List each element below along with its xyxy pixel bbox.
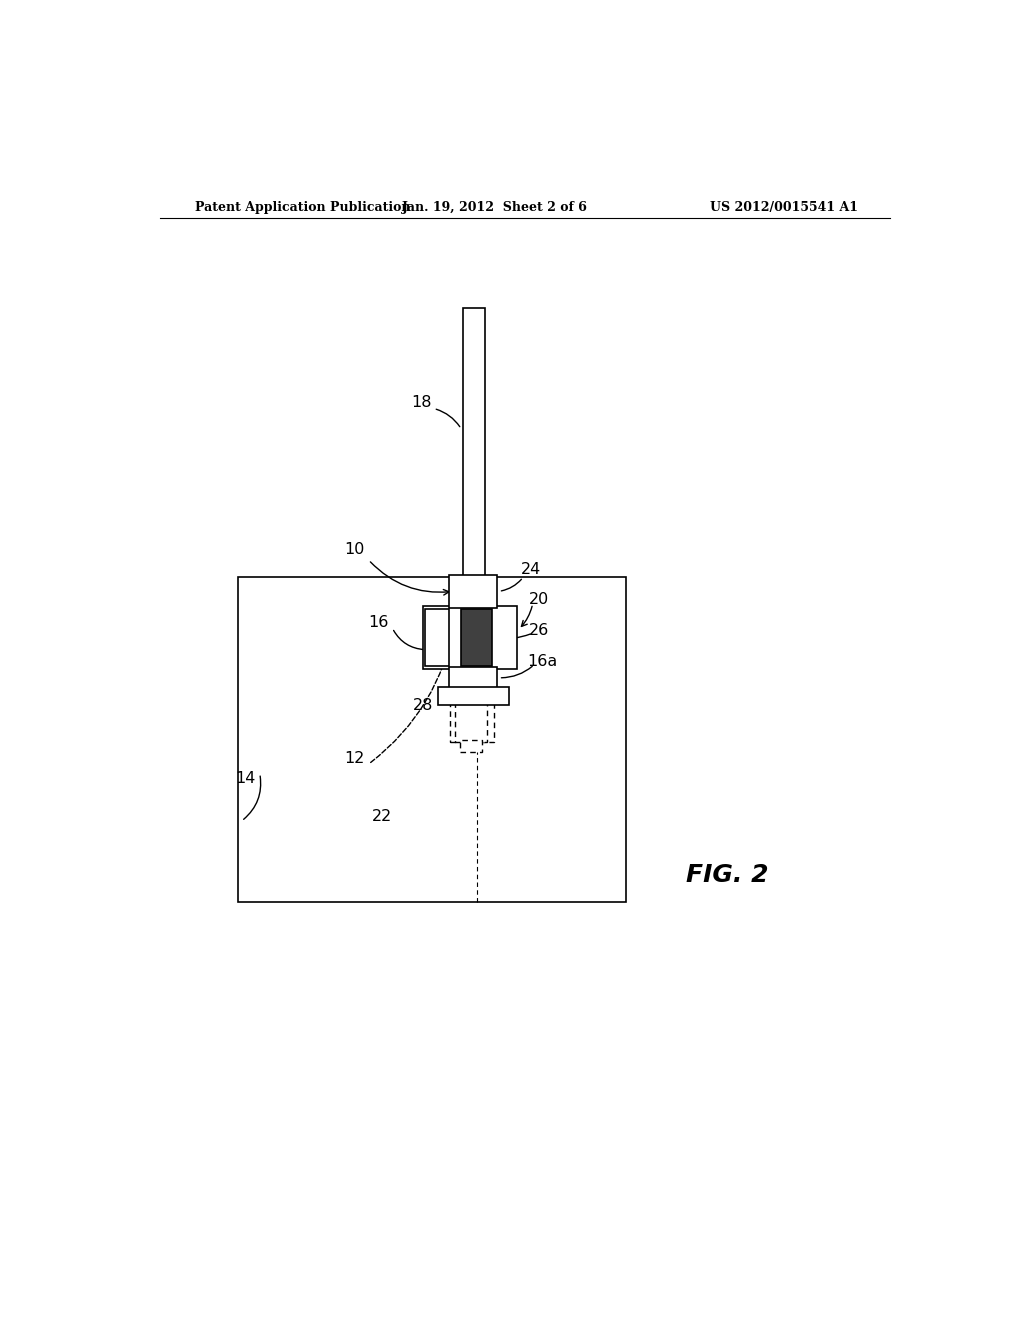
Text: 26: 26 [529, 623, 549, 638]
Text: US 2012/0015541 A1: US 2012/0015541 A1 [710, 201, 858, 214]
Text: 14: 14 [236, 771, 256, 785]
Bar [463, 308, 485, 577]
Bar [450, 667, 497, 689]
Text: Patent Application Publication: Patent Application Publication [196, 201, 411, 214]
Text: 16: 16 [368, 615, 388, 631]
Bar [238, 577, 627, 903]
Bar [450, 576, 497, 607]
Text: 22: 22 [372, 809, 392, 824]
Bar [451, 610, 494, 742]
Bar [425, 609, 449, 665]
Text: 20: 20 [529, 591, 549, 607]
Text: FIG. 2: FIG. 2 [686, 863, 768, 887]
Text: Jan. 19, 2012  Sheet 2 of 6: Jan. 19, 2012 Sheet 2 of 6 [401, 201, 588, 214]
Bar [437, 686, 509, 705]
Text: 18: 18 [412, 395, 432, 409]
Text: 10: 10 [344, 543, 365, 557]
Bar [461, 609, 493, 665]
Text: 12: 12 [344, 751, 365, 766]
Bar [455, 681, 486, 742]
Text: 28: 28 [413, 698, 433, 713]
Text: 16a: 16a [527, 653, 557, 669]
Text: 24: 24 [521, 561, 542, 577]
Bar [423, 606, 517, 669]
Bar [460, 739, 482, 752]
